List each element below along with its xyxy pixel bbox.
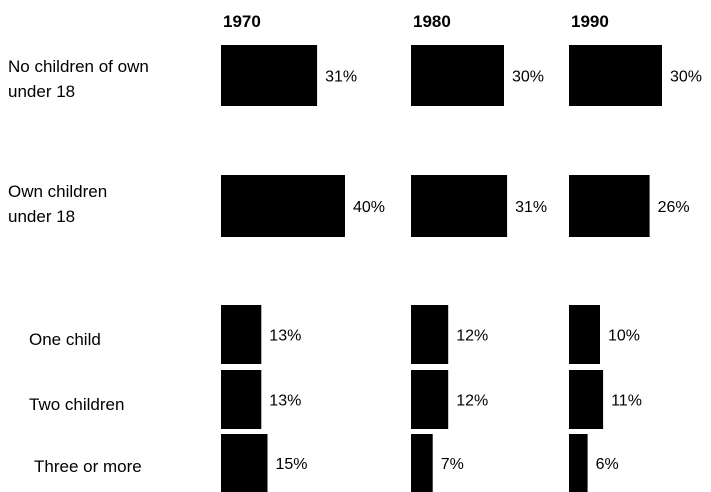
bar-1980-4 [411,370,449,429]
category-label: One child [29,330,101,349]
year-header-1990: 1990 [571,12,609,31]
category-label: No children of own [8,57,149,76]
category-label: Three or more [34,457,142,476]
year-header-1980: 1980 [413,12,451,31]
bar-1970-2 [221,175,345,237]
value-label-1990-2: 26% [658,199,690,216]
value-label-1990-5: 6% [596,456,619,473]
category-label: Two children [29,395,124,414]
value-label-1970-5: 15% [276,456,308,473]
category-label: Own children [8,182,107,201]
bar-1990-2 [569,175,650,237]
category-label: under 18 [8,207,75,226]
bar-1970-4 [221,370,262,429]
value-label-1980-3: 12% [456,328,488,345]
category-label: under 18 [8,82,75,101]
value-label-1990-4: 11% [611,393,642,410]
bar-1980-5 [411,434,433,492]
value-label-1970-4: 13% [269,393,301,410]
bar-1970-5 [221,434,268,492]
bar-1980-1 [411,45,504,106]
bar-1980-3 [411,305,449,364]
bar-1990-4 [569,370,604,429]
bar-1980-2 [411,175,508,237]
value-label-1970-3: 13% [269,328,301,345]
value-label-1970-1: 31% [325,69,357,86]
value-label-1990-1: 30% [670,69,702,86]
bar-1990-5 [569,434,588,492]
value-label-1970-2: 40% [353,199,385,216]
year-header-1970: 1970 [223,12,261,31]
value-label-1980-1: 30% [512,69,544,86]
bar-1990-3 [569,305,600,364]
bar-1970-3 [221,305,262,364]
value-label-1980-5: 7% [441,456,464,473]
value-label-1980-4: 12% [456,393,488,410]
bar-1990-1 [569,45,662,106]
bar-1970-1 [221,45,318,106]
value-label-1980-2: 31% [515,199,547,216]
value-label-1990-3: 10% [608,328,640,345]
